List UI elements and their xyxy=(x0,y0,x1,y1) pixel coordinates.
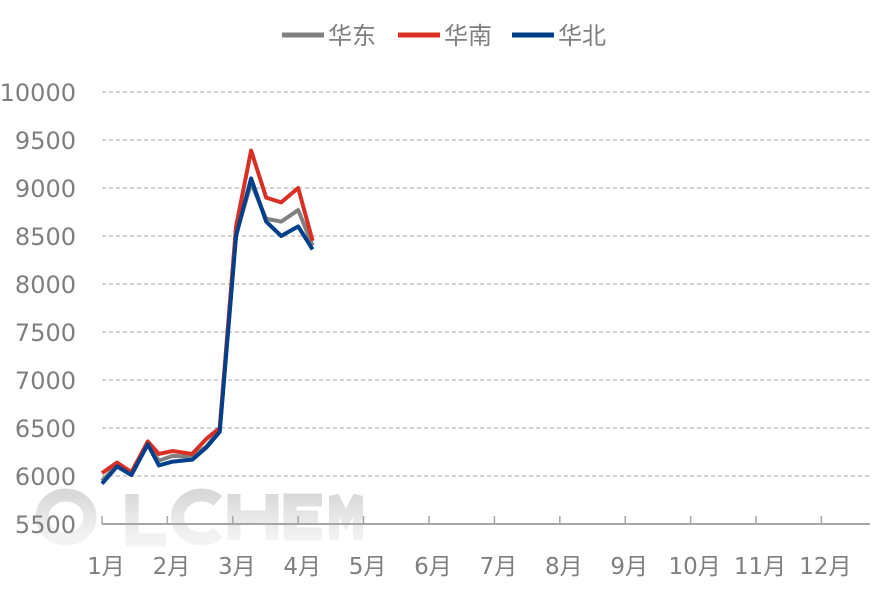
x-tick-label: 9月 xyxy=(610,554,648,580)
watermark-logo xyxy=(35,488,363,547)
x-tick-label: 8月 xyxy=(545,554,583,580)
y-tick-label: 6500 xyxy=(15,415,76,443)
x-tick-label: 7月 xyxy=(480,554,518,580)
y-tick-label: 10000 xyxy=(0,79,76,107)
y-tick-label: 9000 xyxy=(15,175,76,203)
legend-label: 华北 xyxy=(558,22,606,50)
y-tick-label: 9500 xyxy=(15,127,76,155)
x-tick-label: 11月 xyxy=(734,554,786,580)
x-axis: 1月 2月 3月 4月 5月 6月 7月 8月 9月 10月 11月 12月 xyxy=(87,516,870,580)
y-tick-label: 7500 xyxy=(15,319,76,347)
legend-label: 华南 xyxy=(444,22,492,50)
y-tick-label: 8500 xyxy=(15,223,76,251)
legend-label: 华东 xyxy=(328,22,376,50)
y-tick-label: 7000 xyxy=(15,367,76,395)
y-tick-label: 5500 xyxy=(15,511,76,539)
x-tick-label: 10月 xyxy=(668,554,720,580)
x-tick-label: 6月 xyxy=(414,554,452,580)
x-tick-label: 4月 xyxy=(283,554,321,580)
x-tick-label: 5月 xyxy=(349,554,387,580)
x-tick-label: 12月 xyxy=(799,554,851,580)
x-tick-label: 3月 xyxy=(218,554,256,580)
y-tick-label: 6000 xyxy=(15,463,76,491)
y-tick-label: 8000 xyxy=(15,271,76,299)
x-tick-label: 2月 xyxy=(153,554,191,580)
gridlines xyxy=(102,91,870,477)
y-axis: 10000 9500 9000 8500 8000 7500 7000 6500 6000 550… xyxy=(0,79,76,539)
legend: 华东 华南 华北 xyxy=(282,22,606,50)
series-lines xyxy=(100,148,315,485)
x-tick-label: 1月 xyxy=(87,554,125,580)
series-line-1 xyxy=(100,148,315,475)
